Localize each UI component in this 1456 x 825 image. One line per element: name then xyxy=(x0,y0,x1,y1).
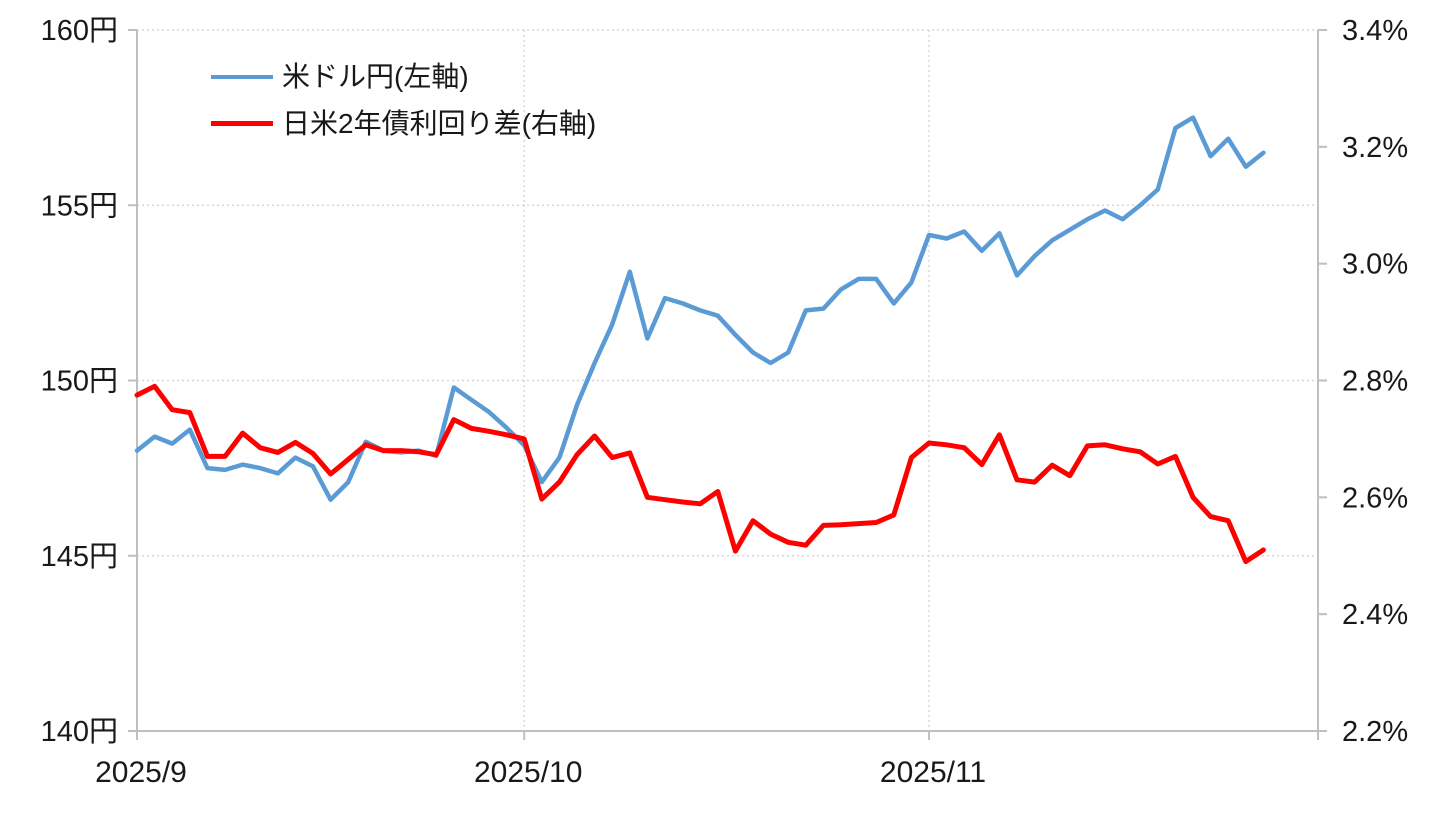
legend-label-usdjpy: 米ドル円(左軸) xyxy=(282,60,469,92)
right-axis-tick-label: 2.2% xyxy=(1342,716,1408,748)
usdjpy-series-line xyxy=(134,115,1266,502)
left-axis-tick-label: 160円 xyxy=(41,15,118,47)
right-axis-tick-label: 2.8% xyxy=(1342,366,1408,398)
right-axis-tick-label: 2.4% xyxy=(1342,599,1408,631)
chart-legend: 米ドル円(左軸) 日米2年債利回り差(右軸) xyxy=(211,53,596,147)
left-axis-tick-label: 145円 xyxy=(41,541,118,573)
right-axis-tick-label: 2.6% xyxy=(1342,482,1408,514)
yield-spread-line-swatch xyxy=(211,121,273,126)
yield-spread-series-line xyxy=(134,383,1266,565)
right-axis-tick-label: 3.0% xyxy=(1342,249,1408,281)
left-axis-tick-label: 150円 xyxy=(41,366,118,398)
left-axis-tick-label: 140円 xyxy=(41,716,118,748)
left-axis-tick-label: 155円 xyxy=(41,190,118,222)
x-axis-tick-label: 2025/11 xyxy=(880,756,986,789)
x-axis-tick-label: 2025/9 xyxy=(95,756,187,789)
legend-item-usdjpy: 米ドル円(左軸) xyxy=(211,53,596,100)
legend-label-yield-spread: 日米2年債利回り差(右軸) xyxy=(282,107,597,139)
usdjpy-line-swatch xyxy=(211,74,273,79)
legend-item-yield-spread: 日米2年債利回り差(右軸) xyxy=(211,100,596,147)
x-axis-tick-label: 2025/10 xyxy=(474,756,582,789)
right-axis-tick-label: 3.2% xyxy=(1342,132,1408,164)
right-axis-tick-label: 3.4% xyxy=(1342,15,1408,47)
